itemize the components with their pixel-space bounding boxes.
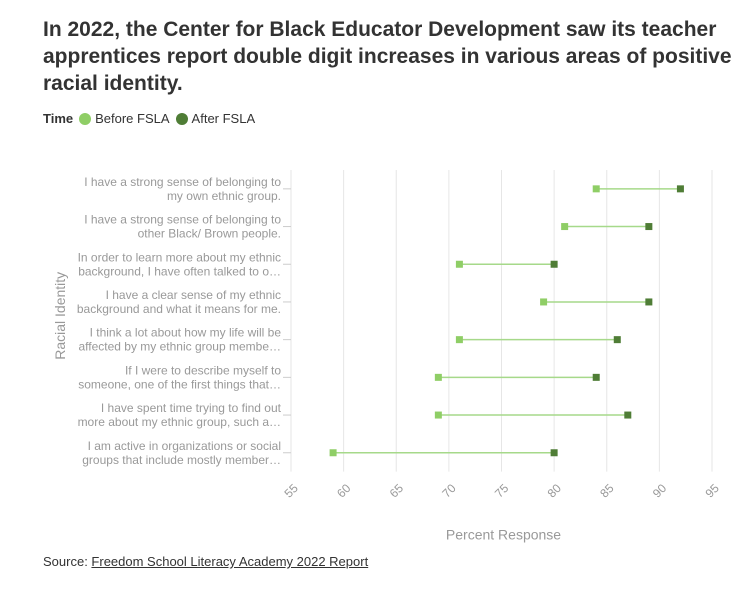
category-label: more about my ethnic group, such a… bbox=[78, 415, 281, 429]
after-marker bbox=[613, 336, 621, 344]
x-tick-label: 55 bbox=[281, 481, 301, 501]
legend: Time Before FSLA After FSLA bbox=[43, 111, 261, 126]
legend-label-after: After FSLA bbox=[191, 111, 256, 126]
category-label: I have spent time trying to find out bbox=[101, 401, 282, 415]
after-marker bbox=[624, 411, 632, 419]
legend-swatch-before bbox=[79, 112, 92, 125]
legend-swatch-after bbox=[175, 112, 188, 125]
category-label: background and what it means for me. bbox=[77, 302, 281, 316]
before-marker bbox=[434, 373, 442, 381]
before-marker bbox=[455, 260, 463, 268]
x-tick-label: 85 bbox=[597, 481, 617, 501]
y-axis-title: Racial Identity bbox=[52, 272, 68, 360]
category-label: I have a strong sense of belonging to bbox=[84, 175, 281, 189]
legend-item-after[interactable]: After FSLA bbox=[175, 111, 256, 126]
legend-title: Time bbox=[43, 111, 74, 126]
source-link[interactable]: Freedom School Literacy Academy 2022 Rep… bbox=[91, 554, 369, 569]
category-label: I have a clear sense of my ethnic bbox=[106, 288, 281, 302]
x-tick-label: 75 bbox=[492, 481, 512, 501]
before-marker bbox=[592, 185, 600, 193]
before-marker bbox=[329, 449, 337, 457]
after-marker bbox=[645, 223, 653, 231]
category-label: someone, one of the first things that… bbox=[78, 377, 281, 391]
after-marker bbox=[550, 449, 558, 457]
x-tick-label: 70 bbox=[439, 481, 459, 501]
x-axis-title: Percent Response bbox=[446, 527, 561, 543]
category-label: If I were to describe myself to bbox=[125, 363, 281, 377]
x-tick-label: 95 bbox=[702, 481, 722, 501]
category-label: I have a strong sense of belonging to bbox=[84, 213, 281, 227]
x-tick-label: 90 bbox=[650, 481, 670, 501]
before-marker bbox=[434, 411, 442, 419]
x-tick-label: 60 bbox=[334, 481, 354, 501]
after-marker bbox=[592, 373, 600, 381]
category-label: my own ethnic group. bbox=[167, 189, 281, 203]
after-marker bbox=[645, 298, 653, 306]
before-marker bbox=[455, 336, 463, 344]
legend-item-before[interactable]: Before FSLA bbox=[79, 111, 170, 126]
chart-title: In 2022, the Center for Black Educator D… bbox=[43, 18, 732, 95]
x-tick-label: 65 bbox=[387, 481, 407, 501]
legend-label-before: Before FSLA bbox=[95, 111, 170, 126]
category-label: groups that include mostly member… bbox=[82, 453, 281, 467]
dumbbell-chart: 55 60 65 70 75 80 85 90 95 Percent Response Racial… bbox=[52, 170, 722, 543]
after-marker bbox=[676, 185, 684, 193]
category-label: other Black/ Brown people. bbox=[138, 227, 281, 241]
category-label: In order to learn more about my ethnic bbox=[78, 250, 281, 264]
source-prefix: Source: bbox=[43, 554, 92, 569]
category-label: affected by my ethnic group membe… bbox=[78, 340, 281, 354]
before-marker bbox=[561, 223, 569, 231]
category-label: background, I have often talked to o… bbox=[78, 264, 281, 278]
x-tick-label: 80 bbox=[545, 481, 565, 501]
source-note: Source: Freedom School Literacy Academy … bbox=[43, 554, 368, 569]
category-label: I think a lot about how my life will be bbox=[90, 326, 282, 340]
before-marker bbox=[540, 298, 548, 306]
after-marker bbox=[550, 260, 558, 268]
category-label: I am active in organizations or social bbox=[88, 439, 281, 453]
